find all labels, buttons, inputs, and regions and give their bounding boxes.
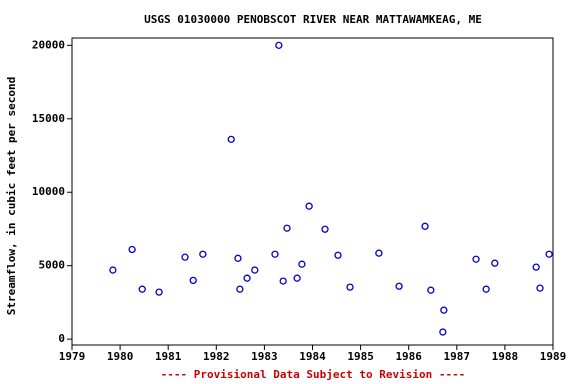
data-point — [334, 251, 342, 259]
data-point — [293, 274, 301, 282]
x-tick-label: 1986 — [395, 350, 422, 363]
x-tick-label: 1979 — [59, 350, 86, 363]
data-point — [491, 259, 499, 267]
data-point — [305, 202, 313, 210]
y-tick-label: 5000 — [39, 259, 66, 272]
y-tick-label: 10000 — [32, 185, 65, 198]
data-point — [375, 249, 383, 257]
data-point — [421, 222, 429, 230]
x-tick-label: 1980 — [107, 350, 134, 363]
data-point — [234, 254, 242, 262]
x-tick-label: 1985 — [347, 350, 374, 363]
data-point — [536, 284, 544, 292]
y-axis-label: Streamflow, in cubic feet per second — [5, 77, 18, 315]
y-tick-label: 15000 — [32, 112, 65, 125]
plot-frame — [71, 37, 554, 346]
data-point — [275, 41, 283, 49]
x-tick-label: 1982 — [203, 350, 230, 363]
x-tick-label: 1983 — [251, 350, 278, 363]
data-point — [181, 253, 189, 261]
x-tick-label: 1984 — [299, 350, 326, 363]
data-point — [321, 225, 329, 233]
data-point — [236, 285, 244, 293]
footer-note: ---- Provisional Data Subject to Revisio… — [161, 368, 466, 381]
x-tick-label: 1981 — [155, 350, 182, 363]
data-point — [440, 306, 448, 314]
data-point — [227, 135, 235, 144]
data-point — [472, 255, 480, 263]
data-point — [439, 328, 447, 336]
chart-title: USGS 01030000 PENOBSCOT RIVER NEAR MATTA… — [144, 13, 482, 26]
y-tick-label: 0 — [58, 332, 65, 345]
x-tick-label: 1987 — [444, 350, 471, 363]
data-point — [271, 250, 279, 258]
x-tick-label: 1988 — [492, 350, 519, 363]
data-point — [109, 266, 117, 274]
y-tick-label: 20000 — [32, 38, 65, 51]
data-point — [298, 260, 306, 268]
data-point — [532, 263, 540, 271]
data-point — [346, 283, 354, 291]
data-point — [128, 245, 136, 254]
data-point — [427, 286, 435, 294]
data-point — [545, 250, 553, 258]
data-point — [279, 277, 287, 285]
data-point — [155, 288, 163, 296]
data-point — [251, 266, 259, 274]
data-point — [189, 276, 197, 285]
data-point — [283, 224, 291, 232]
x-tick-label: 1989 — [540, 350, 567, 363]
data-point — [395, 282, 403, 290]
data-point — [243, 274, 251, 282]
data-point — [138, 285, 146, 293]
data-point — [199, 250, 207, 258]
data-point — [482, 285, 490, 293]
